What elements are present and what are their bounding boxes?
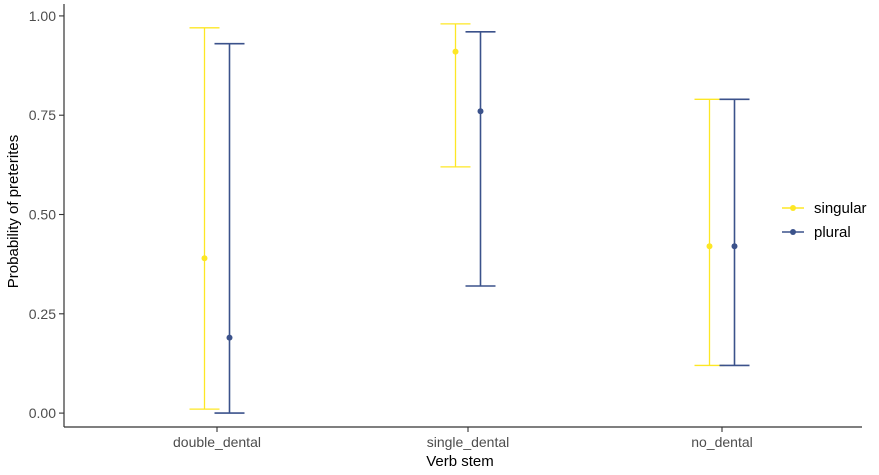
errorbar-singular-double_dental bbox=[189, 27, 220, 410]
x-tick-label: single_dental bbox=[427, 434, 510, 450]
data-point bbox=[201, 255, 208, 262]
errorbar-singular-no_dental bbox=[694, 98, 725, 367]
y-tick-label: 0.00 bbox=[29, 405, 56, 421]
legend-label: singular bbox=[814, 200, 867, 217]
legend-key-point bbox=[790, 229, 796, 235]
legend-item-singular: singular bbox=[782, 200, 867, 217]
data-point bbox=[706, 243, 713, 250]
x-axis-ticks: double_dental single_dental no_dental bbox=[173, 427, 753, 450]
errorbar-plural-double_dental bbox=[214, 42, 245, 414]
legend-item-plural: plural bbox=[782, 224, 851, 241]
x-axis-title: Verb stem bbox=[426, 453, 494, 470]
legend: singular plural bbox=[782, 200, 867, 241]
y-tick-label: 0.25 bbox=[29, 306, 56, 322]
errorbar-plural-single_dental bbox=[465, 31, 496, 287]
errorbar-plural-no_dental bbox=[719, 98, 750, 367]
data-point bbox=[731, 243, 738, 250]
y-axis-title: Probability of preterites bbox=[5, 135, 22, 288]
errorbar-singular-single_dental bbox=[440, 23, 471, 168]
data-point bbox=[477, 108, 484, 115]
y-tick-label: 0.75 bbox=[29, 107, 56, 123]
data-point bbox=[452, 48, 459, 55]
x-tick-label: no_dental bbox=[691, 434, 753, 450]
legend-label: plural bbox=[814, 224, 851, 241]
legend-key-point bbox=[790, 205, 796, 211]
x-tick-label: double_dental bbox=[173, 434, 261, 450]
chart-marks bbox=[189, 23, 750, 414]
y-tick-label: 0.50 bbox=[29, 207, 56, 223]
data-point bbox=[226, 334, 233, 341]
y-tick-label: 1.00 bbox=[29, 8, 56, 24]
y-axis-ticks: 0.00 0.25 0.50 0.75 1.00 bbox=[29, 8, 64, 421]
